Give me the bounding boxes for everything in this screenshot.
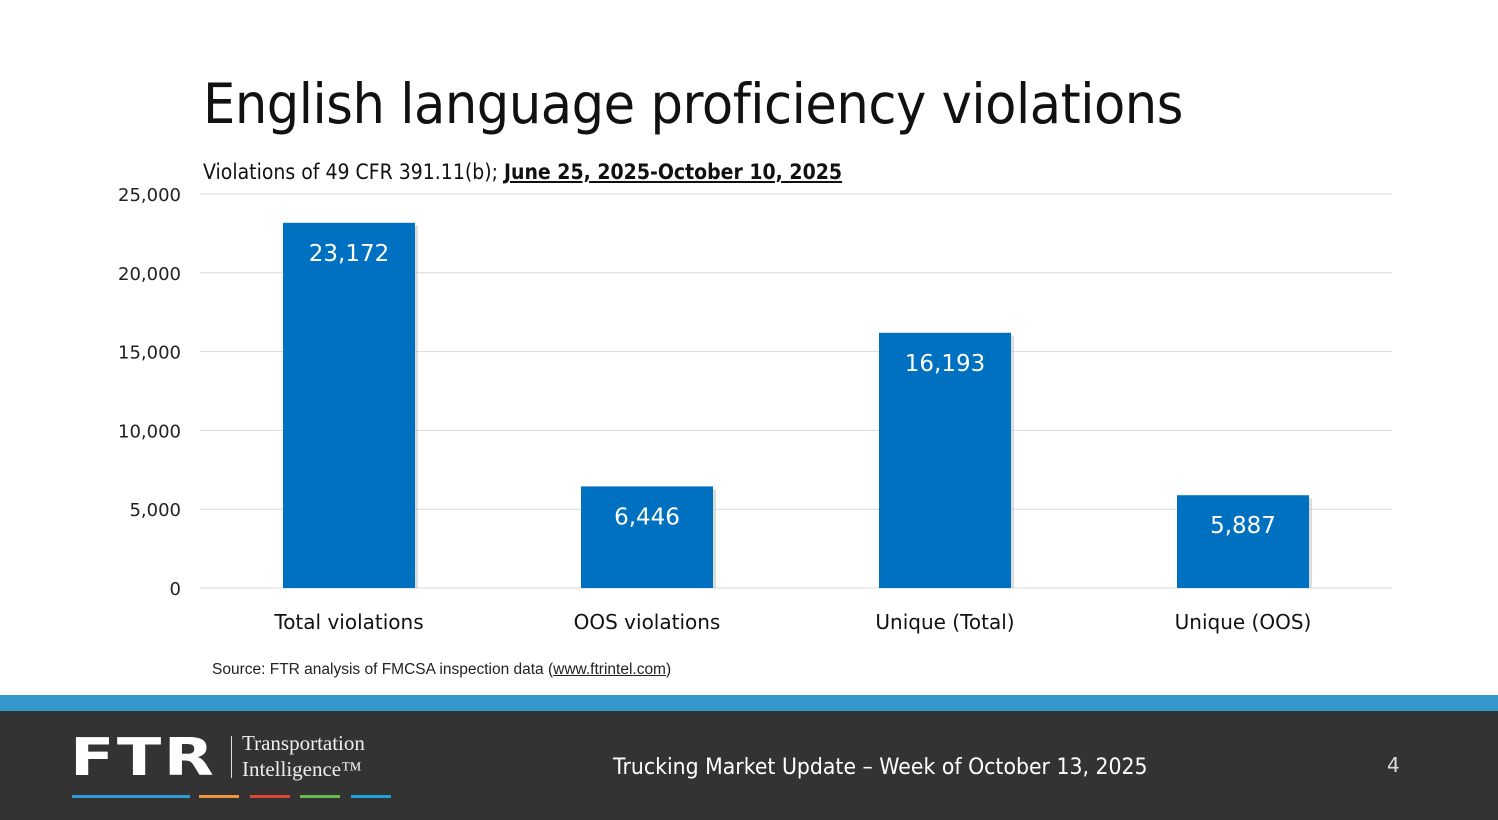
bar	[283, 222, 415, 589]
source-note: Source: FTR analysis of FMCSA inspection…	[212, 661, 671, 679]
logo-stripe	[72, 795, 190, 798]
ftr-logo: FTR	[70, 728, 217, 788]
logo-tagline-2: Intelligence™	[242, 757, 362, 781]
bar	[1177, 495, 1309, 588]
bar-chart: 0 5,000 10,000 15,000 20,000 25,000 23,172 Tota…	[118, 185, 1392, 634]
y-tick-label: 10,000	[118, 421, 181, 442]
slide-title: English language proficiency violations	[203, 72, 1183, 136]
chart-subtitle: Violations of 49 CFR 391.11(b); June 25,…	[203, 160, 842, 184]
x-tick-label: Total violations	[273, 610, 423, 634]
logo-stripe	[300, 795, 340, 798]
x-tick-label: Unique (Total)	[875, 610, 1014, 634]
source-link[interactable]: www.ftrintel.com	[553, 661, 666, 678]
y-tick-label: 5,000	[129, 500, 181, 521]
x-tick-label: Unique (OOS)	[1175, 610, 1312, 634]
subtitle-prefix: Violations of 49 CFR 391.11(b);	[203, 160, 504, 184]
page-number: 4	[1387, 753, 1400, 777]
logo-stripe	[351, 795, 391, 798]
y-tick-label: 20,000	[118, 264, 181, 285]
data-label: 6,446	[614, 504, 680, 530]
x-tick-label: OOS violations	[574, 610, 721, 634]
source-text: Source: FTR analysis of FMCSA inspection…	[212, 661, 554, 678]
logo-stripe	[250, 795, 290, 798]
source-suffix: )	[665, 661, 672, 678]
footer-text: Trucking Market Update – Week of October…	[613, 755, 1148, 780]
subtitle-date-range: June 25, 2025-October 10, 2025	[503, 160, 843, 184]
y-tick-label: 25,000	[118, 185, 181, 206]
footer	[0, 711, 1498, 820]
logo-stripe	[199, 795, 239, 798]
y-tick-label: 15,000	[118, 343, 181, 364]
data-label: 23,172	[309, 241, 389, 267]
logo-tagline-1: Transportation	[242, 731, 365, 755]
bar	[879, 332, 1011, 588]
logo-divider	[231, 736, 232, 778]
y-tick-label: 0	[170, 579, 181, 600]
footer-accent-band	[0, 695, 1498, 711]
bar	[581, 486, 713, 588]
data-label: 16,193	[905, 351, 985, 377]
data-label: 5,887	[1210, 513, 1276, 539]
